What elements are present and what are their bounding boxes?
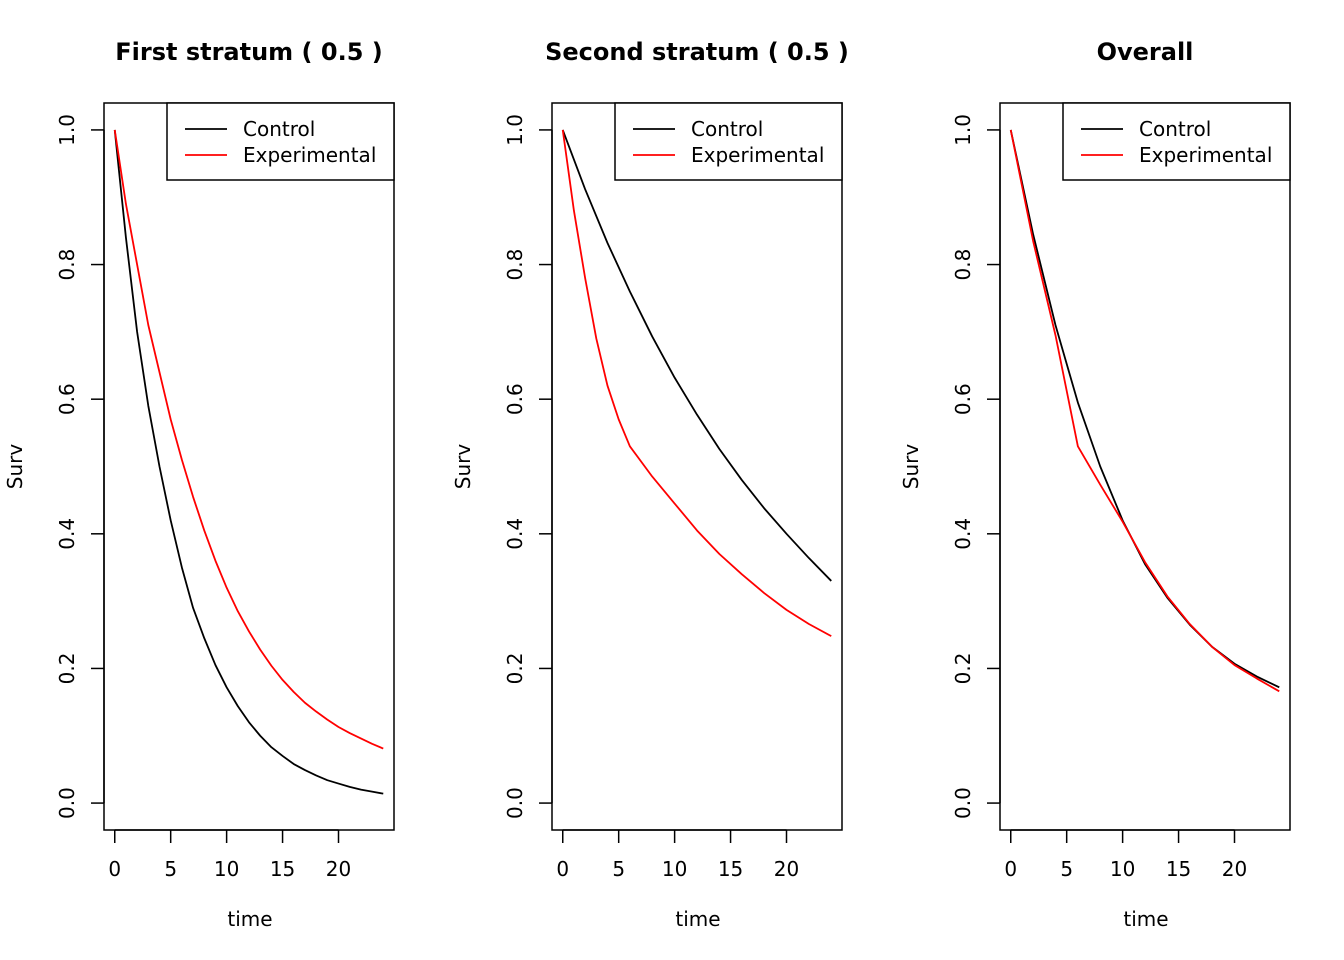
y-tick-label: 1.0 <box>55 114 79 146</box>
y-tick-label: 0.8 <box>951 249 975 281</box>
x-tick-label: 0 <box>108 857 121 881</box>
legend-box <box>1062 102 1291 181</box>
series-line-experimental <box>561 129 832 637</box>
x-tick-label: 5 <box>1060 857 1073 881</box>
y-tick-label: 0.4 <box>503 518 527 550</box>
legend-label-experimental: Experimental <box>1139 143 1272 167</box>
y-tick-label: 0.8 <box>503 249 527 281</box>
series-line-experimental <box>1009 129 1280 693</box>
legend-label-control: Control <box>1139 117 1211 141</box>
y-tick-label: 0.6 <box>951 383 975 415</box>
y-tick-label: 0.4 <box>55 518 79 550</box>
x-tick-label: 5 <box>164 857 177 881</box>
panel-second-stratum: Second stratum ( 0.5 ) time Surv 0 5 10 15 2… <box>451 38 849 931</box>
y-tick-label: 0.2 <box>951 653 975 685</box>
panel-first-stratum: First stratum ( 0.5 ) time Surv 0 5 10 15 20… <box>3 38 395 931</box>
legend-box <box>614 102 843 181</box>
x-tick-label: 0 <box>1004 857 1017 881</box>
y-tick-label: 0.2 <box>55 653 79 685</box>
y-axis-label: Surv <box>451 444 475 490</box>
x-tick-label: 20 <box>326 857 351 881</box>
x-tick-label: 20 <box>774 857 799 881</box>
series-line-control <box>561 129 832 582</box>
x-tick-label: 15 <box>270 857 295 881</box>
legend-label-control: Control <box>691 117 763 141</box>
legend-label-experimental: Experimental <box>691 143 824 167</box>
panel-title: First stratum ( 0.5 ) <box>115 38 382 66</box>
y-tick-label: 0.0 <box>951 787 975 819</box>
panel-title: Second stratum ( 0.5 ) <box>545 38 849 66</box>
y-tick-label: 0.4 <box>951 518 975 550</box>
x-tick-label: 5 <box>612 857 625 881</box>
x-tick-label: 20 <box>1222 857 1247 881</box>
legend-label-experimental: Experimental <box>243 143 376 167</box>
panel-title: Overall <box>1097 38 1194 66</box>
x-tick-label: 10 <box>1110 857 1135 881</box>
series-line-control <box>113 129 384 795</box>
y-tick-label: 0.8 <box>55 249 79 281</box>
x-tick-label: 10 <box>662 857 687 881</box>
x-tick-label: 10 <box>214 857 239 881</box>
y-tick-label: 1.0 <box>503 114 527 146</box>
y-axis-label: Surv <box>899 444 923 490</box>
y-tick-label: 0.0 <box>503 787 527 819</box>
plot-frame <box>999 102 1291 831</box>
x-axis-label: time <box>227 907 272 931</box>
series-line-control <box>1009 129 1280 689</box>
panel-overall: Overall time Surv 0 5 10 15 20 0.0 0.2 0.4 0.6 0.… <box>899 38 1291 931</box>
x-tick-label: 0 <box>556 857 569 881</box>
y-tick-label: 0.0 <box>55 787 79 819</box>
series-line-experimental <box>113 129 384 750</box>
y-tick-label: 0.2 <box>503 653 527 685</box>
y-axis-label: Surv <box>3 444 27 490</box>
legend-label-control: Control <box>243 117 315 141</box>
y-tick-label: 0.6 <box>503 383 527 415</box>
x-tick-label: 15 <box>1166 857 1191 881</box>
legend-box <box>166 102 395 181</box>
y-tick-label: 0.6 <box>55 383 79 415</box>
x-axis-label: time <box>675 907 720 931</box>
y-tick-label: 1.0 <box>951 114 975 146</box>
x-tick-label: 15 <box>718 857 743 881</box>
x-axis-label: time <box>1123 907 1168 931</box>
